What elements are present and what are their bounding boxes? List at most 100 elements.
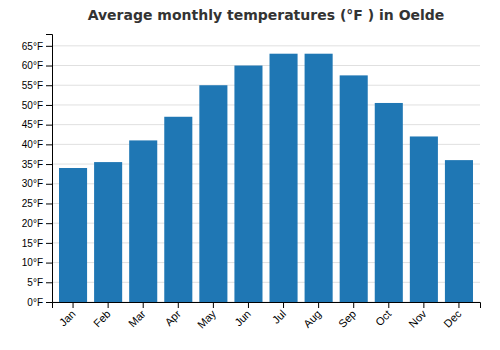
y-tick-mark	[46, 184, 52, 185]
y-tick-label: 35°F	[22, 159, 43, 170]
y-tick-label: 5°F	[27, 277, 43, 288]
grid-line	[52, 45, 480, 46]
bar	[410, 136, 438, 302]
bar	[59, 168, 87, 302]
x-tick-label: Nov	[406, 307, 429, 330]
y-tick-mark	[46, 203, 52, 204]
bar	[305, 54, 333, 302]
plot: Jan Feb Mar Apr May Jun Jul Aug Sep Oct Nov Dec 0°F 5…	[22, 35, 481, 331]
y-tick-mark	[46, 46, 52, 47]
x-tick-label: Apr	[162, 307, 183, 328]
grid-line	[52, 65, 480, 66]
y-tick: 0°F	[27, 297, 52, 308]
y-tick-label: 40°F	[22, 139, 43, 150]
y-tick: 50°F	[22, 100, 52, 111]
bar	[164, 117, 192, 302]
x-tick: Nov	[406, 302, 429, 330]
y-tick-mark	[46, 66, 52, 67]
y-tick-mark	[46, 282, 52, 283]
x-tick: Apr	[162, 302, 183, 328]
x-tick-label: Sep	[336, 308, 358, 330]
x-tick-label: Jul	[270, 308, 288, 326]
y-tick: 15°F	[22, 238, 52, 249]
y-tick: 65°F	[22, 41, 52, 52]
y-tick-label: 65°F	[22, 41, 43, 52]
x-tick: Jan	[57, 302, 78, 329]
y-axis-line	[46, 35, 53, 303]
title: Average monthly temperatures (°F ) in Oe…	[88, 7, 445, 23]
x-tick: Dec	[441, 302, 464, 330]
x-tick-label: Jan	[57, 308, 78, 329]
x-tick: Mar	[126, 302, 148, 329]
x-tick-label: Dec	[441, 307, 464, 330]
x-tick: Sep	[336, 302, 358, 330]
y-tick-mark	[46, 263, 52, 264]
x-tick: Jun	[232, 302, 253, 329]
bar	[199, 85, 227, 302]
x-axis: Jan Feb Mar Apr May Jun Jul Aug Sep Oct Nov Dec	[53, 302, 481, 331]
x-tick-label: Aug	[301, 308, 323, 330]
y-tick-label: 55°F	[22, 80, 43, 91]
y-tick: 30°F	[22, 178, 52, 189]
x-tick-mark	[283, 302, 284, 308]
y-tick-mark	[46, 144, 52, 145]
x-tick-mark	[248, 302, 249, 308]
x-tick: Oct	[373, 302, 394, 328]
x-tick-mark	[108, 302, 109, 308]
y-tick-mark	[46, 125, 52, 126]
y-tick-label: 30°F	[22, 178, 43, 189]
x-tick-label: Mar	[126, 307, 148, 329]
y-tick-label: 0°F	[27, 297, 43, 308]
y-tick-mark	[46, 243, 52, 244]
grid-line	[52, 104, 480, 105]
x-tick-mark	[353, 302, 354, 308]
y-tick: 40°F	[22, 139, 52, 150]
x-tick: May	[195, 302, 219, 331]
y-tick-label: 10°F	[22, 257, 43, 268]
bar	[445, 160, 473, 302]
grid-line	[52, 85, 480, 86]
bar	[340, 75, 368, 302]
bar	[270, 54, 298, 302]
x-tick-label: Oct	[373, 308, 394, 329]
y-tick-mark	[46, 223, 52, 224]
x-tick: Jul	[270, 302, 288, 326]
y-tick-mark	[46, 105, 52, 106]
y-tick-mark	[46, 164, 52, 165]
y-tick-label: 15°F	[22, 238, 43, 249]
bars	[59, 54, 473, 302]
bar	[375, 103, 403, 302]
y-tick-label: 20°F	[22, 218, 43, 229]
y-tick: 5°F	[27, 277, 52, 288]
y-tick-label: 45°F	[22, 119, 43, 130]
y-tick: 10°F	[22, 257, 52, 268]
y-axis: 0°F 5°F 10°F 15°F 20°F 25°F 30°F 35°F 40°F 45°F 50…	[22, 35, 53, 308]
y-tick: 55°F	[22, 80, 52, 91]
bar	[234, 66, 262, 302]
y-tick-label: 25°F	[22, 198, 43, 209]
x-tick-label: May	[195, 307, 219, 331]
y-tick: 60°F	[22, 60, 52, 71]
grid-line	[52, 124, 480, 125]
chart: Jan Feb Mar Apr May Jun Jul Aug Sep Oct Nov Dec 0°F 5…	[0, 0, 500, 350]
x-tick-mark	[213, 302, 214, 308]
x-tick-mark	[178, 302, 179, 308]
bar	[129, 140, 157, 302]
x-tick: Aug	[301, 302, 323, 330]
x-tick-mark	[458, 302, 459, 308]
x-tick-mark	[423, 302, 424, 308]
x-tick-mark	[318, 302, 319, 308]
y-tick-label: 60°F	[22, 60, 43, 71]
y-tick: 25°F	[22, 198, 52, 209]
grid	[52, 46, 480, 302]
x-tick-mark	[143, 302, 144, 308]
x-tick-label: Jun	[232, 308, 253, 329]
x-tick-label: Feb	[91, 308, 113, 330]
bar	[94, 162, 122, 302]
y-tick: 35°F	[22, 159, 52, 170]
y-tick: 45°F	[22, 119, 52, 130]
y-tick: 20°F	[22, 218, 52, 229]
x-tick-mark	[388, 302, 389, 308]
y-tick-mark	[46, 85, 52, 86]
x-tick: Feb	[91, 302, 113, 329]
